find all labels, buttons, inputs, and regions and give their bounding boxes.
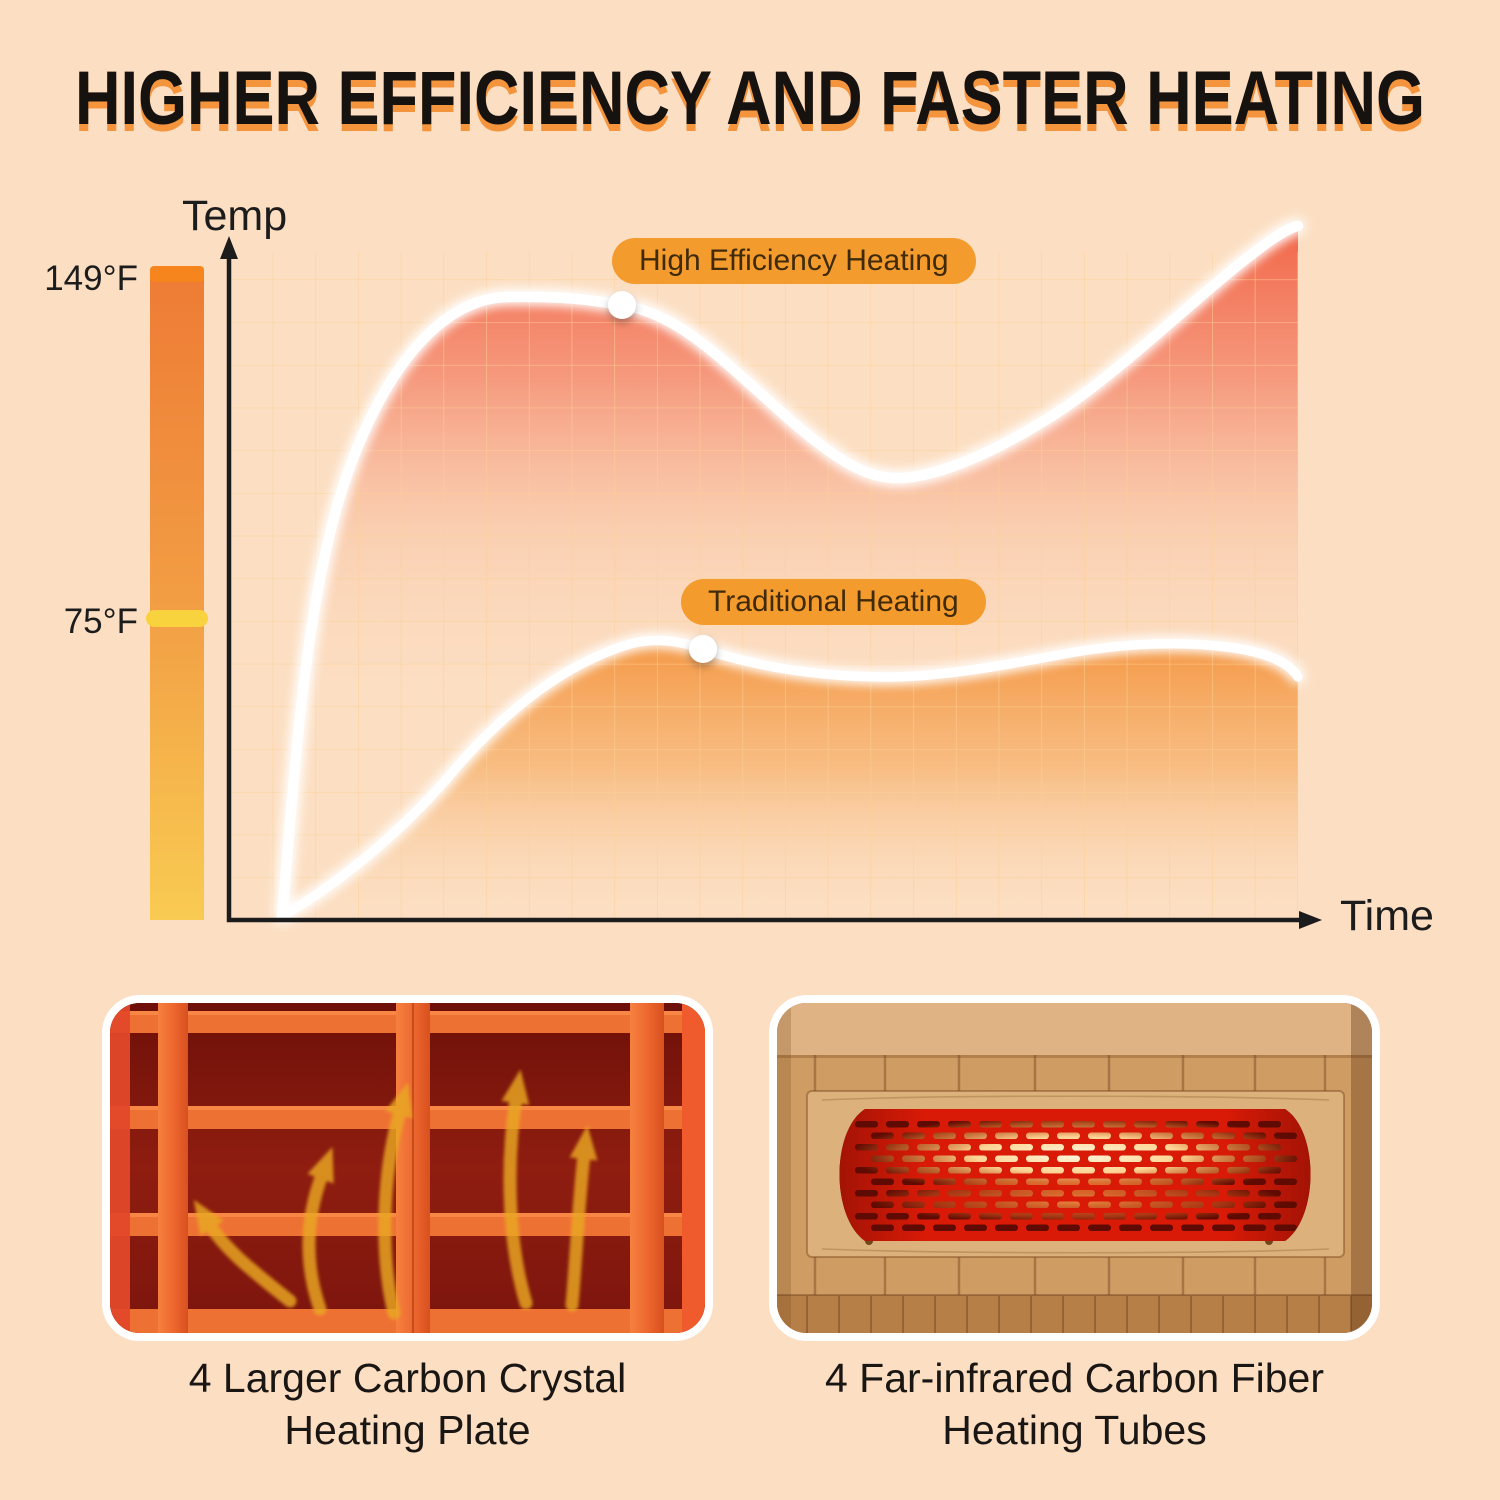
left-caption-line2: Heating Plate: [284, 1407, 531, 1453]
high-efficiency-point-dot: [608, 291, 636, 319]
page-title-shadow: HIGHER EFFICIENCY AND FASTER HEATING: [75, 63, 1425, 148]
carbon-crystal-plate-photo: [102, 995, 713, 1341]
right-photo-caption: 4 Far-infrared Carbon Fiber Heating Tube…: [769, 1352, 1380, 1456]
y-tick-75: 75°F: [63, 602, 138, 641]
thermometer-bar: [146, 266, 208, 920]
right-caption-line2: Heating Tubes: [942, 1407, 1207, 1453]
high-efficiency-heating-badge: High Efficiency Heating: [612, 238, 976, 284]
thermometer-marker-75: [146, 610, 208, 627]
x-axis-label: Time: [1340, 892, 1434, 940]
temperature-chart: [146, 220, 1322, 929]
traditional-heating-badge: Traditional Heating: [681, 579, 986, 625]
heater-panel-illustration: [777, 1003, 1372, 1333]
left-photo-caption: 4 Larger Carbon Crystal Heating Plate: [102, 1352, 713, 1456]
traditional-point-dot: [689, 635, 717, 663]
thermometer-cap-149: [150, 266, 204, 282]
heater-red-panel: [839, 1109, 1311, 1241]
page-title-text: HIGHER EFFICIENCY AND FASTER HEATING: [75, 56, 1425, 141]
wood-posts: [110, 1003, 705, 1333]
right-caption-line1: 4 Far-infrared Carbon Fiber: [824, 1355, 1325, 1401]
y-axis-label: Temp: [182, 192, 288, 240]
chart-axes: [220, 236, 1322, 929]
high-efficiency-curve: [276, 220, 1304, 922]
heat-flow-arrows: [193, 1069, 598, 1320]
page-title: HIGHER EFFICIENCY AND FASTER HEATING HIG…: [75, 56, 1425, 148]
y-axis-arrow-icon: [220, 236, 238, 259]
sauna-interior-illustration: [110, 1003, 705, 1333]
carbon-fiber-tube-photo: [769, 995, 1380, 1341]
traditional-curve: [277, 635, 1303, 921]
x-axis-arrow-icon: [1299, 911, 1322, 929]
left-caption-line1: 4 Larger Carbon Crystal: [188, 1355, 627, 1401]
y-tick-149: 149°F: [44, 259, 138, 298]
